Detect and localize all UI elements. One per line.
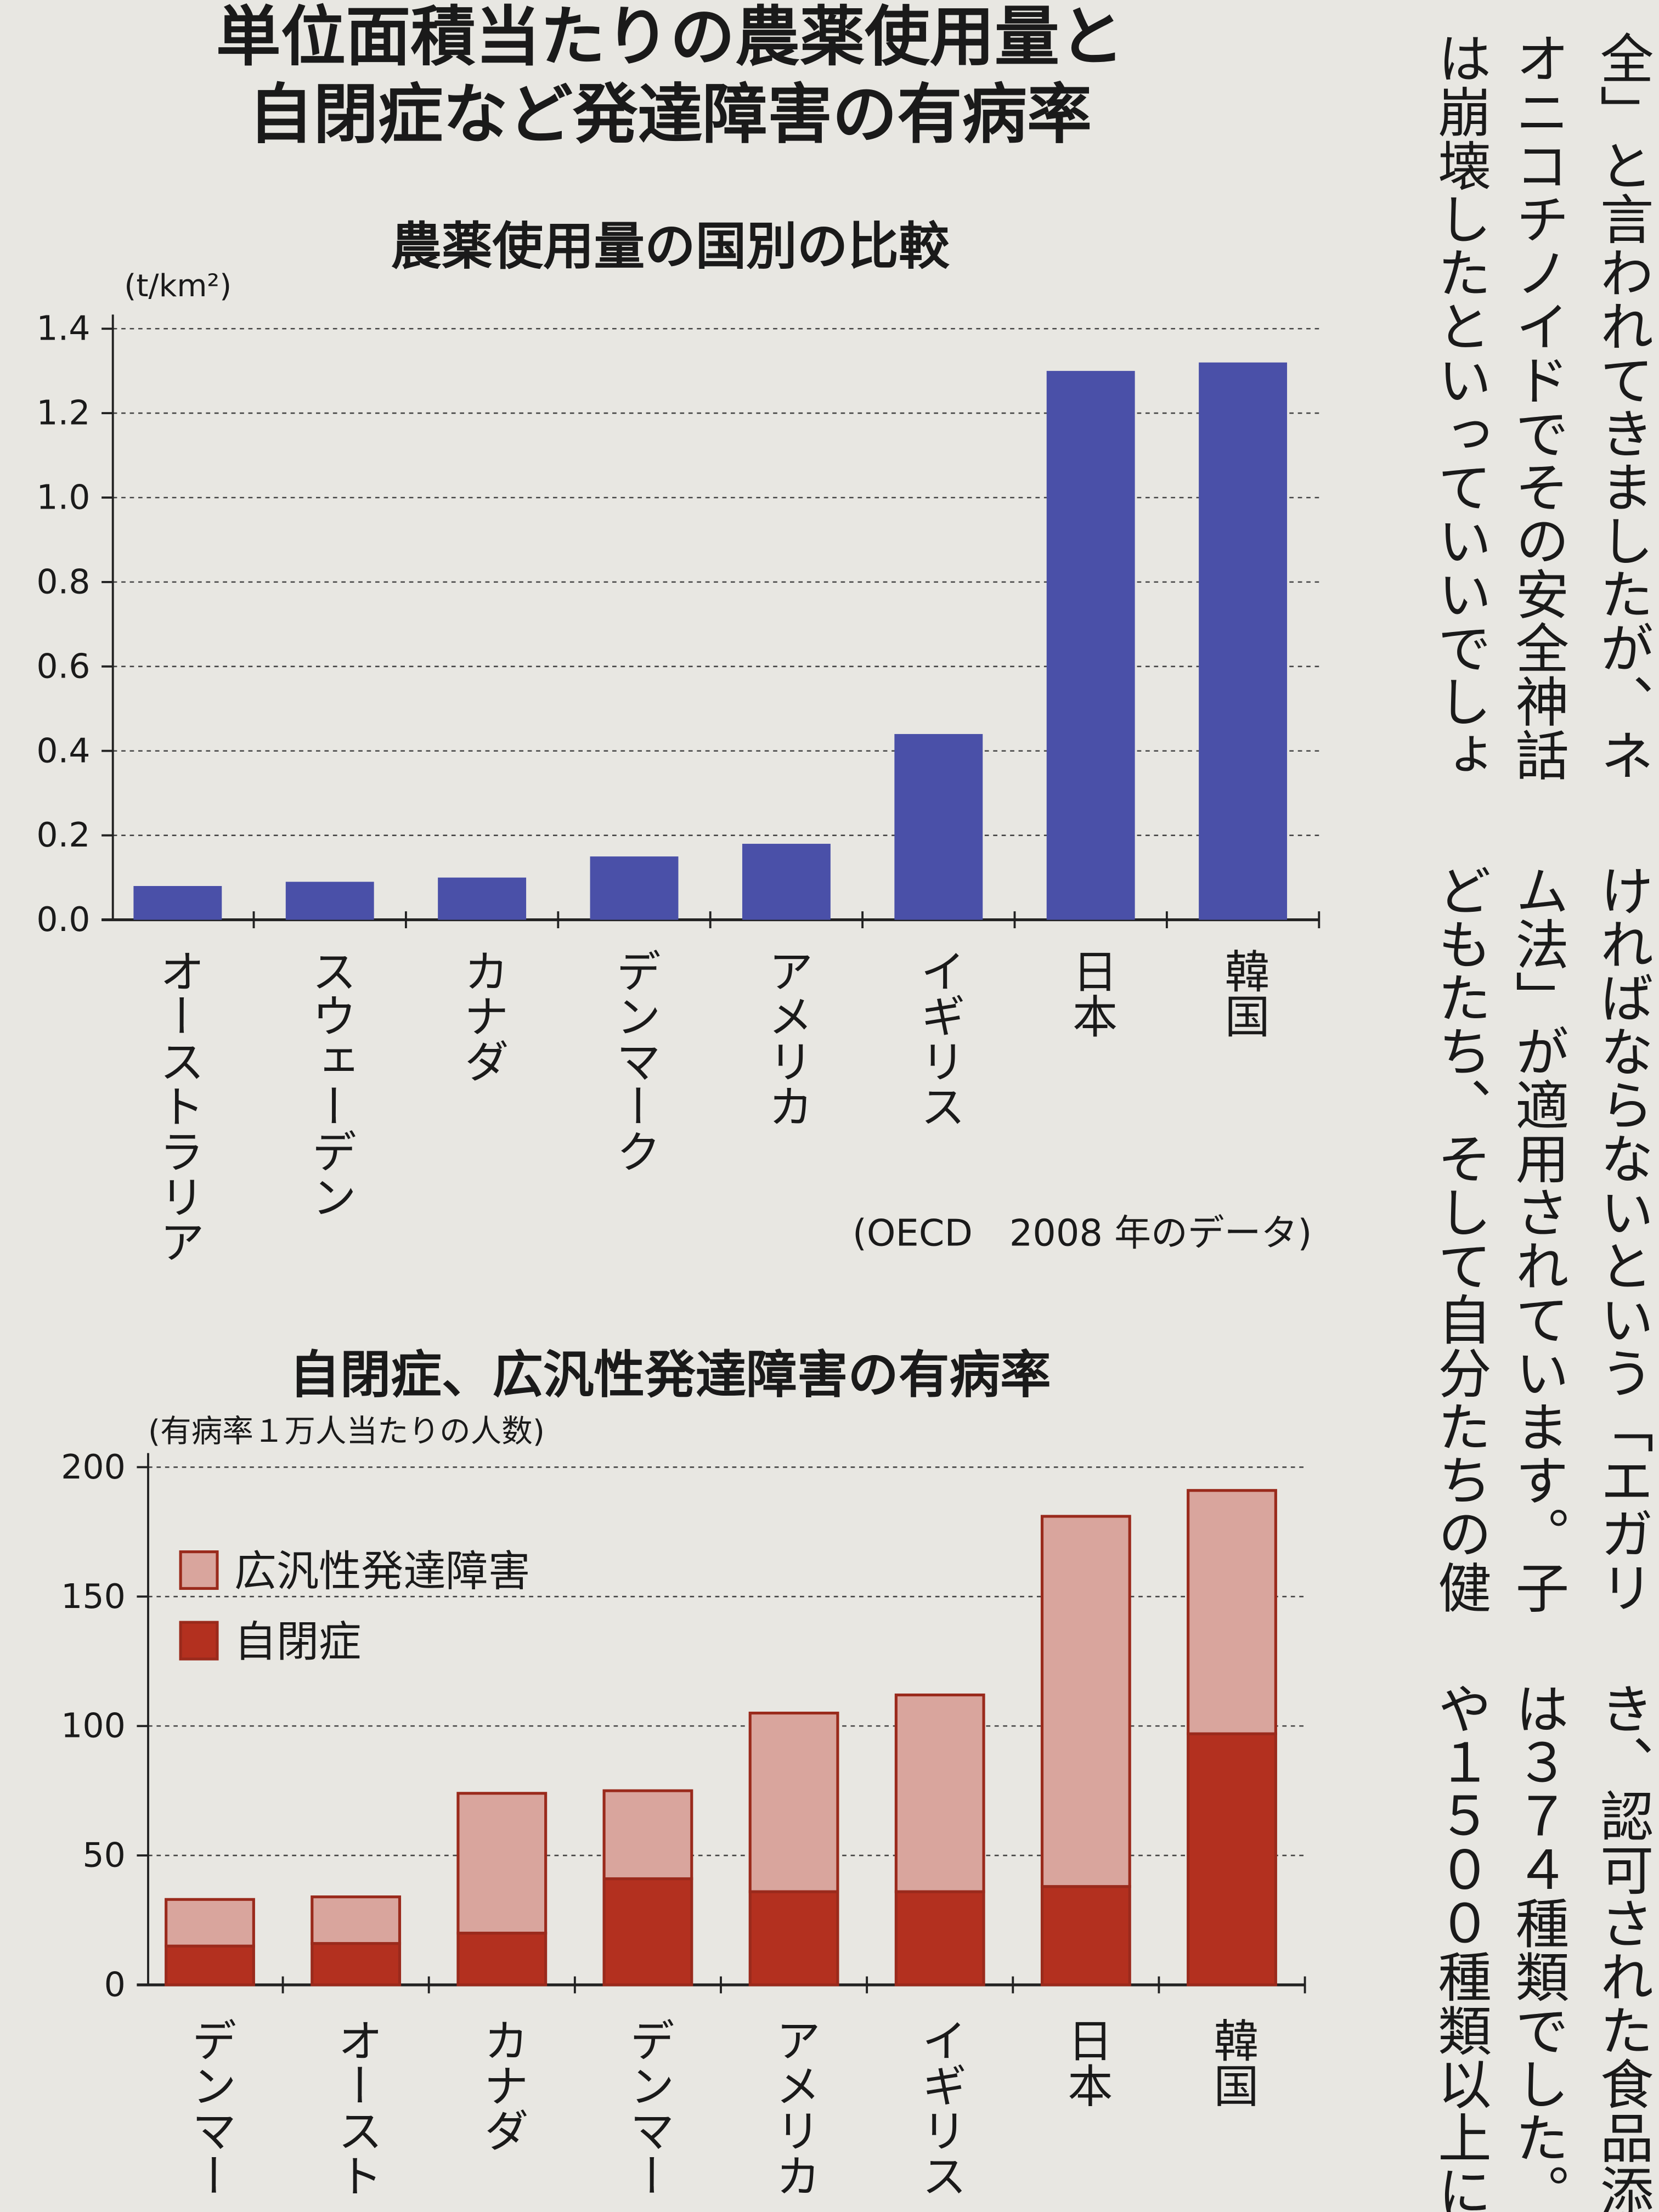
legend-label: 広汎性発達障害 — [234, 1547, 531, 1596]
bar-segment — [748, 1890, 839, 1987]
body-text: は崩壊したといっていいでしょ — [1429, 31, 1491, 782]
bar-segment — [748, 1711, 839, 1893]
unit-label: (有病率１万人当たりの人数) — [148, 1413, 545, 1449]
bar-segment — [602, 1789, 693, 1881]
bar-segment — [1187, 1489, 1277, 1735]
legend-swatch — [179, 1621, 219, 1661]
bar — [133, 886, 222, 920]
chart-title: 農薬使用量の国別の比較 — [391, 217, 950, 276]
x-tick-label: 日本 — [1060, 2017, 1112, 2108]
bar-segment — [1040, 1885, 1131, 1987]
y-tick-label: 0.4 — [36, 731, 90, 770]
x-tick-label: カナダ — [456, 948, 508, 1084]
x-tick-label: イギリス — [914, 2017, 966, 2198]
bar-segment — [1187, 1732, 1277, 1987]
bar — [894, 733, 983, 920]
bar-segment — [456, 1932, 548, 1987]
bar-segment — [311, 1895, 402, 1945]
body-text: ければならないという「エガリ — [1591, 864, 1654, 1614]
y-tick-label: 50 — [82, 1836, 126, 1875]
y-tick-label: 0.8 — [36, 562, 90, 601]
y-tick-label: 100 — [61, 1706, 126, 1746]
x-tick-label: イギリス — [912, 948, 964, 1128]
bar — [285, 882, 374, 920]
bar-segment — [165, 1898, 255, 1948]
y-tick-label: 1.2 — [36, 393, 90, 433]
bar-segment — [1040, 1515, 1131, 1888]
bar — [590, 856, 679, 920]
x-tick-label: デンマー — [184, 2017, 236, 2198]
legend-label: 自閉症 — [234, 1617, 361, 1667]
bar — [1199, 362, 1288, 920]
x-tick-label: オースト — [330, 2017, 382, 2198]
y-tick-label: 0.6 — [36, 646, 90, 686]
main-title: 自閉症など発達障害の有病率 — [249, 76, 1092, 152]
bar-segment — [456, 1792, 548, 1935]
source-note: (OECD 2008 年のデータ) — [853, 1212, 1312, 1255]
chart-title: 自閉症、広汎性発達障害の有病率 — [289, 1345, 1051, 1404]
bar — [1046, 371, 1135, 920]
body-text: き、認可された食品添加 — [1591, 1681, 1654, 2212]
bar-segment — [602, 1877, 693, 1987]
x-tick-label: デンマーク — [608, 948, 661, 1173]
y-tick-label: 1.4 — [36, 309, 90, 348]
body-text: 全」と言われてきましたが、ネ — [1591, 31, 1654, 782]
y-tick-label: 0.0 — [36, 900, 90, 939]
y-tick-label: 0.2 — [36, 815, 90, 855]
y-tick-label: 200 — [61, 1447, 126, 1487]
bar — [438, 877, 527, 920]
x-tick-label: スウェーデン — [304, 948, 356, 1219]
y-tick-label: 1.0 — [36, 478, 90, 517]
body-text: ム法」が適用されています。子 — [1506, 864, 1569, 1614]
bar-segment — [165, 1944, 255, 1987]
x-tick-label: デンマー — [622, 2017, 674, 2198]
unit-label: (t/km²) — [124, 268, 232, 304]
x-tick-label: 韓国 — [1217, 948, 1269, 1039]
body-text: や１５００種類以上にま — [1429, 1681, 1491, 2212]
bar-segment — [311, 1942, 402, 1987]
x-tick-label: アメリカ — [760, 948, 812, 1128]
y-tick-label: 150 — [61, 1577, 126, 1616]
y-tick-label: 0 — [104, 1965, 126, 2005]
body-text: オニコチノイドでその安全神話 — [1506, 31, 1569, 782]
body-text: どもたち、そして自分たちの健 — [1429, 864, 1491, 1614]
x-tick-label: アメリカ — [768, 2017, 820, 2198]
legend-swatch — [179, 1550, 219, 1590]
x-tick-label: オーストラリア — [151, 948, 204, 1264]
body-text: は３７４種類でした。そ — [1506, 1681, 1569, 2212]
main-title: 単位面積当たりの農薬使用量と — [216, 0, 1125, 75]
bar-segment — [894, 1890, 985, 1987]
bar — [742, 844, 831, 920]
bar-segment — [894, 1693, 985, 1893]
x-tick-label: 日本 — [1065, 948, 1117, 1039]
x-tick-label: 韓国 — [1206, 2017, 1258, 2108]
x-tick-label: カナダ — [476, 2017, 528, 2153]
